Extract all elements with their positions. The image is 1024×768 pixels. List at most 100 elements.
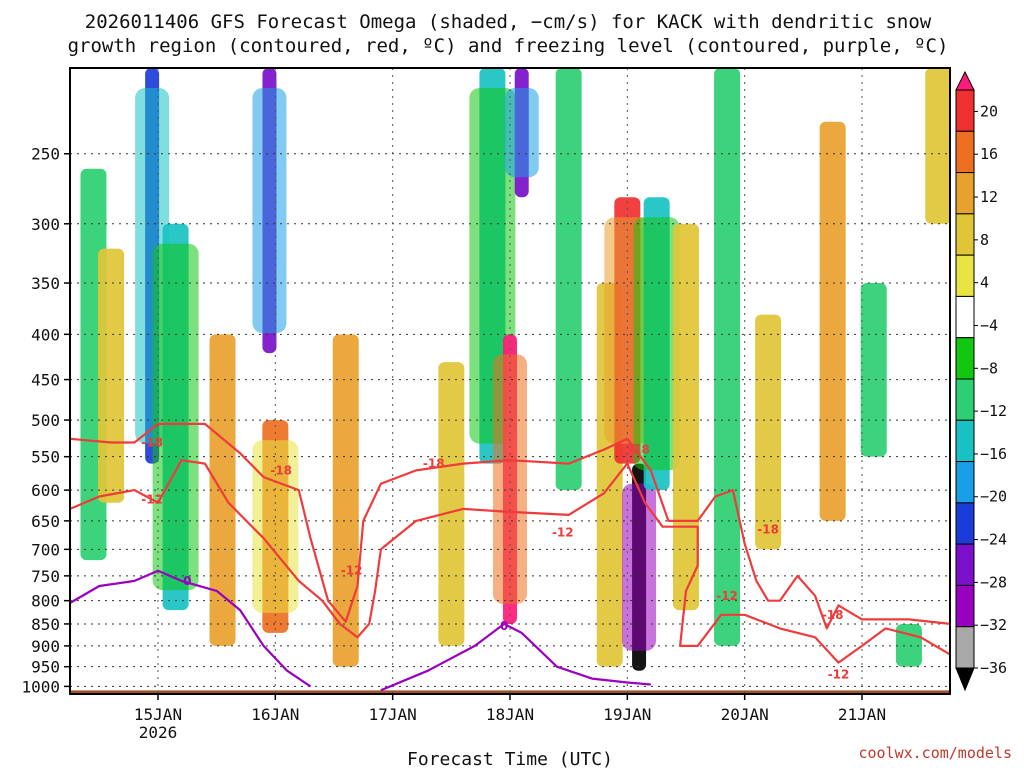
omega-band-halo xyxy=(504,88,539,178)
y-tick-label: 750 xyxy=(31,567,60,586)
omega-shading xyxy=(80,68,950,671)
colorbar-label: −12 xyxy=(980,402,1007,420)
x-axis-label: Forecast Time (UTC) xyxy=(407,749,613,768)
contour-zero-b xyxy=(380,622,651,692)
omega-band-halo xyxy=(622,483,657,651)
colorbar-label: 4 xyxy=(980,274,989,292)
contour-label: -18 xyxy=(141,435,163,449)
omega-band xyxy=(673,223,699,611)
colorbar-label: −36 xyxy=(980,659,1007,677)
contour-label: -12 xyxy=(828,668,850,682)
contour-label: -18 xyxy=(423,457,445,471)
contour-label: -12 xyxy=(341,564,363,578)
omega-band-halo xyxy=(152,243,199,591)
colorbar-swatch xyxy=(955,254,975,297)
y-tick-label: 900 xyxy=(31,637,60,656)
colorbar-label: −28 xyxy=(980,573,1007,591)
x-tick-label: 18JAN xyxy=(486,705,534,724)
chart-title: 2026011406 GFS Forecast Omega (shaded, −… xyxy=(68,11,949,57)
y-tick-label: 600 xyxy=(31,481,60,500)
contour-label: -18 xyxy=(822,608,844,622)
omega-band xyxy=(895,623,922,667)
contour-label: -12 xyxy=(552,526,574,540)
y-tick-label: 800 xyxy=(31,592,60,611)
y-tick-label: 250 xyxy=(31,145,60,164)
colorbar-label: 16 xyxy=(980,145,998,163)
colorbar-label: −4 xyxy=(980,316,998,334)
title-line-2: growth region (contoured, red, ºC) and f… xyxy=(68,35,949,57)
y-tick-label: 700 xyxy=(31,540,60,559)
x-tick-label: 17JAN xyxy=(369,705,417,724)
contour-label: -18 xyxy=(270,463,292,477)
x-tick-label: 15JAN xyxy=(134,705,182,724)
omega-band xyxy=(438,362,465,646)
y-tick-label: 450 xyxy=(31,371,60,390)
colorbar: 20 16 12 8 4 −4 −8 −12 −16 −20 −24 −28 −32 −36 xyxy=(955,70,1007,692)
colorbar-swatch xyxy=(955,130,975,174)
y-tick-label: 500 xyxy=(31,411,60,430)
colorbar-label: −8 xyxy=(980,359,998,377)
omega-band xyxy=(860,283,887,457)
omega-band-halo xyxy=(252,440,299,613)
x-tick-label: 16JAN xyxy=(251,705,299,724)
colorbar-label: 20 xyxy=(980,102,998,120)
colorbar-swatch xyxy=(955,626,975,669)
y-tick-label: 550 xyxy=(31,448,60,467)
contour-minus18 xyxy=(69,422,951,630)
colorbar-swatch xyxy=(955,295,975,339)
y-tick-label: 400 xyxy=(31,325,60,344)
colorbar-label: 12 xyxy=(980,188,998,206)
colorbar-swatch xyxy=(955,543,975,586)
contour-label: 0 xyxy=(183,574,191,588)
contour-label: 0 xyxy=(500,619,508,633)
colorbar-swatch xyxy=(955,461,975,504)
omega-band xyxy=(555,68,582,491)
colorbar-swatch xyxy=(955,89,975,132)
colorbar-arrow-top xyxy=(955,70,975,91)
omega-band xyxy=(925,68,950,224)
omega-band xyxy=(332,334,359,667)
omega-band xyxy=(714,68,741,646)
colorbar-swatch xyxy=(955,378,975,421)
contour-labels: -18 -12 -18 -12 -18 -12 -18 -18 -12 -18 -12 0 0 xyxy=(141,435,849,681)
contour-label: -18 xyxy=(628,443,650,457)
y-tick-label: 950 xyxy=(31,658,60,677)
contour-label: -18 xyxy=(757,523,779,537)
x-tick-year: 2026 xyxy=(139,723,178,742)
omega-band xyxy=(819,121,846,521)
credit-text: coolwx.com/models xyxy=(858,744,1012,762)
colorbar-swatch xyxy=(955,502,975,545)
contour-label: -12 xyxy=(141,493,163,507)
omega-band xyxy=(209,334,236,646)
contour-minus12 xyxy=(69,459,951,664)
colorbar-label: −16 xyxy=(980,445,1007,463)
omega-band-halo xyxy=(252,88,287,334)
colorbar-label: −32 xyxy=(980,616,1007,634)
temperature-contours xyxy=(69,422,951,692)
y-tick-label: 850 xyxy=(31,615,60,634)
colorbar-swatch xyxy=(955,337,975,380)
contour-zero-a xyxy=(69,569,312,688)
y-tick-label: 350 xyxy=(31,274,60,293)
title-line-1: 2026011406 GFS Forecast Omega (shaded, −… xyxy=(85,11,932,33)
omega-band xyxy=(755,314,782,550)
colorbar-label: 8 xyxy=(980,231,989,249)
y-tick-label: 300 xyxy=(31,215,60,234)
colorbar-label: −24 xyxy=(980,531,1007,549)
y-tick-label: 650 xyxy=(31,512,60,531)
y-tick-label: 1000 xyxy=(21,677,60,696)
omega-band xyxy=(98,248,125,503)
colorbar-swatch xyxy=(955,584,975,628)
colorbar-swatch xyxy=(955,213,975,256)
contour-label: -12 xyxy=(716,589,738,603)
x-tick-label: 20JAN xyxy=(721,705,769,724)
omega-band-halo xyxy=(633,217,680,471)
colorbar-swatch xyxy=(955,419,975,463)
colorbar-arrow-bottom xyxy=(955,667,975,692)
colorbar-label: −20 xyxy=(980,488,1007,506)
x-tick-label: 19JAN xyxy=(603,705,651,724)
x-tick-label: 21JAN xyxy=(838,705,886,724)
omega-band-halo xyxy=(493,354,527,604)
